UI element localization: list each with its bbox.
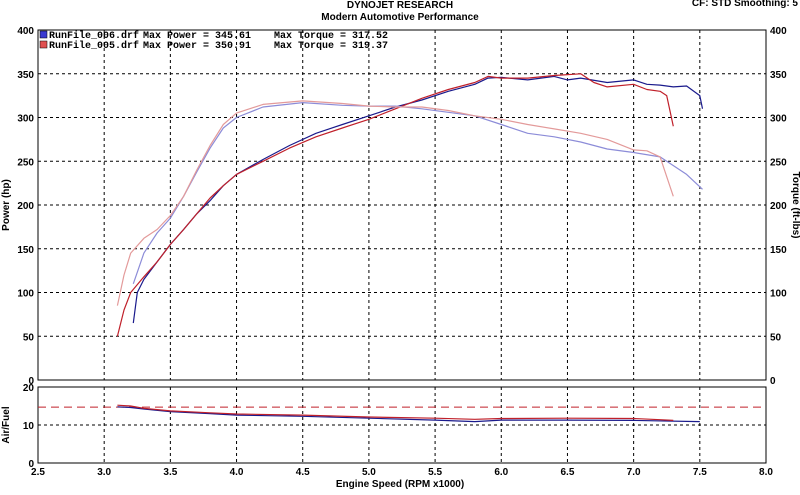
legend-power-run006: Max Power = 345.61: [143, 31, 251, 42]
y-tick-label: 250: [17, 157, 34, 168]
af-y-tick-label: 0: [28, 459, 34, 470]
x-tick-label: 7.0: [627, 467, 641, 478]
x-tick-label: 3.5: [163, 467, 177, 478]
x-tick-label: 4.0: [230, 467, 244, 478]
y2-tick-label: 50: [770, 332, 782, 343]
y-tick-label: 200: [17, 201, 34, 212]
af-series: [38, 404, 766, 423]
legend-file-run006: RunFile_006.drf: [49, 30, 139, 42]
y-tick-label: 350: [17, 70, 34, 81]
x-tick-label: 7.5: [693, 467, 707, 478]
y2-tick-label: 150: [770, 245, 787, 256]
y2-tick-label: 0: [770, 376, 776, 387]
y-tick-label: 150: [17, 245, 34, 256]
x-tick-label: 4.5: [296, 467, 310, 478]
power-curve-005: [116, 73, 674, 337]
y2-tick-label: 200: [770, 201, 787, 212]
af-curve-006: [117, 406, 700, 423]
y-tick-label: 100: [17, 289, 34, 300]
af-tick-labels: 0 10 20: [23, 383, 35, 470]
y2-tick-label: 300: [770, 114, 787, 125]
main-grid: [38, 30, 766, 380]
x-tick-label: 8.0: [759, 467, 773, 478]
y2-axis-label-torque: Torque (ft-lbs): [790, 171, 800, 238]
legend-swatch-run006: [39, 30, 48, 39]
x-tick-label: 5.5: [428, 467, 442, 478]
y-tick-label: 300: [17, 114, 34, 125]
x-tick-label: 5.0: [362, 467, 376, 478]
main-tick-labels: 0 0 50 50 100 100 150 150 200 200 250 250 300 300 350 3…: [17, 26, 787, 387]
x-axis-label: Engine Speed (RPM x1000): [336, 479, 464, 490]
header-title: Modern Automotive Performance: [321, 12, 479, 23]
x-tick-label: 6.5: [561, 467, 575, 478]
y2-tick-label: 100: [770, 289, 787, 300]
af-y-tick-label: 10: [23, 421, 35, 432]
y2-tick-label: 350: [770, 70, 787, 81]
x-tick-label: 6.0: [494, 467, 508, 478]
af-grid: [38, 387, 766, 463]
legend: RunFile_006.drf Max Power = 345.61 Max T…: [39, 30, 388, 52]
y-tick-label: 400: [17, 26, 34, 37]
legend-power-run005: Max Power = 350.91: [143, 41, 251, 52]
af-y-tick-label: 20: [23, 383, 35, 394]
legend-torque-run006: Max Torque = 317.52: [274, 31, 388, 42]
header-company: DYNOJET RESEARCH: [347, 0, 453, 11]
y-tick-label: 0: [28, 376, 34, 387]
y2-tick-label: 250: [770, 157, 787, 168]
legend-torque-run005: Max Torque = 319.37: [274, 41, 388, 52]
torque-curve-005: [116, 100, 674, 306]
main-series: [116, 73, 704, 337]
af-curve-005: [117, 404, 674, 421]
x-tick-label: 2.5: [31, 467, 45, 478]
y-tick-label: 50: [23, 332, 35, 343]
af-axis-label: Air/Fuel: [1, 406, 12, 443]
x-tick-labels: 2.5 3.0 3.5 4.0 4.5 5.0 5.5 6.0 6.5 7.0 7.5 8.0: [31, 467, 773, 478]
y2-tick-label: 400: [770, 26, 787, 37]
legend-swatch-run005: [39, 40, 48, 49]
y-axis-label-power: Power (hp): [1, 179, 12, 231]
header-corner-info: CF: STD Smoothing: 5: [692, 0, 799, 9]
legend-file-run005: RunFile_005.drf: [49, 40, 139, 52]
x-tick-label: 3.0: [97, 467, 111, 478]
